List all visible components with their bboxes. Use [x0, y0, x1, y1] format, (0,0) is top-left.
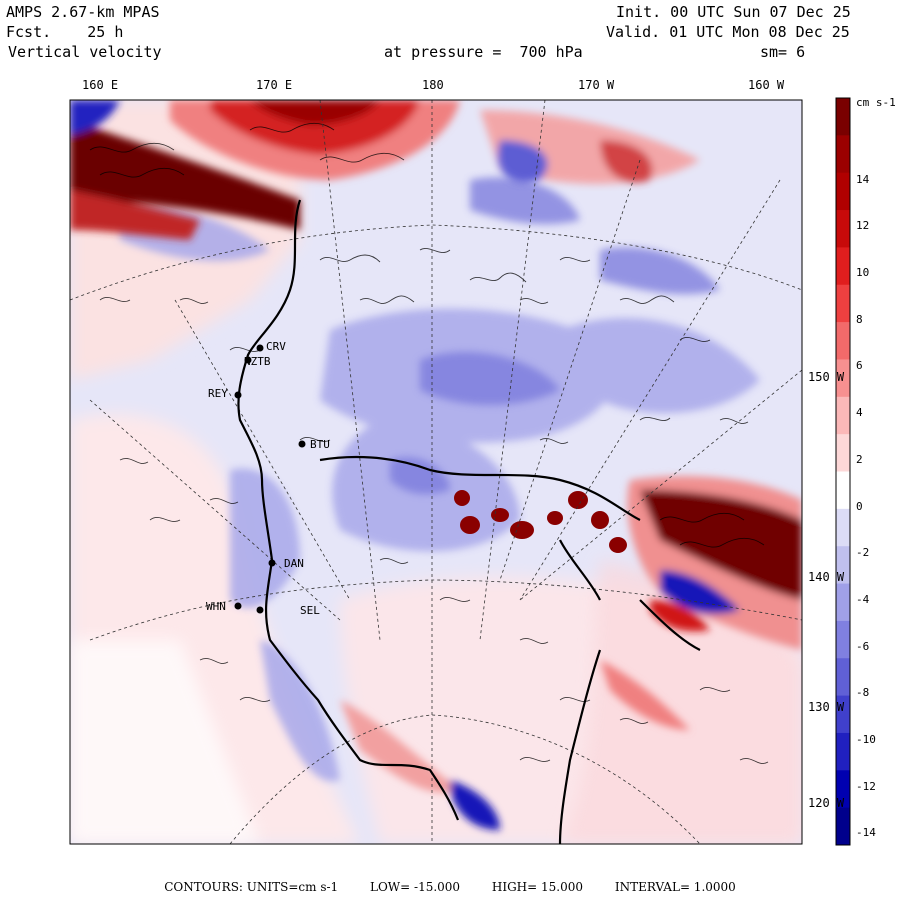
lon-label-170w: 170 W — [578, 78, 615, 92]
station-dan: DAN — [284, 557, 304, 570]
station-nztb: NZTB — [244, 355, 271, 368]
lon-label-160e: 160 E — [82, 78, 119, 92]
colorbar-swatch — [836, 732, 850, 771]
colorbar-tick-label: 12 — [856, 219, 870, 233]
station-whn: WHN — [206, 600, 226, 613]
colorbar-swatch — [836, 695, 850, 734]
lat-label-140w: 140 W — [808, 570, 845, 584]
colorbar-swatch — [836, 583, 850, 622]
colorbar-swatch — [836, 770, 850, 809]
contour-low: LOW= -15.000 — [370, 880, 461, 894]
colorbar-swatch — [836, 658, 850, 697]
lat-label-120w: 120 W — [808, 796, 845, 810]
valid-time: Valid. 01 UTC Mon 08 Dec 25 — [606, 23, 850, 41]
contour-units: CONTOURS: UNITS=cm s-1 — [164, 880, 339, 894]
colorbar-swatch — [836, 471, 850, 510]
station-btu: BTU — [310, 438, 330, 451]
colorbar-swatch — [836, 98, 850, 136]
colorbar-swatch — [836, 247, 850, 286]
init-time: Init. 00 UTC Sun 07 Dec 25 — [616, 3, 851, 21]
station-sel: SEL — [300, 604, 320, 617]
forecast-hour: Fcst. 25 h — [6, 23, 124, 41]
lon-label-180: 180 — [422, 78, 444, 92]
colorbar-swatch — [836, 210, 850, 248]
station-rey: REY — [208, 387, 228, 400]
field-layer — [70, 100, 802, 844]
colorbar-tick-label: -10 — [856, 732, 876, 746]
colorbar-tick-label: 8 — [856, 312, 863, 326]
contour-info: CONTOURS: UNITS=cm s-1 LOW= -15.000 HIGH… — [0, 880, 900, 894]
colorbar-swatch — [836, 396, 850, 435]
colorbar-swatch — [836, 546, 850, 585]
colorbar-tick-label: 6 — [856, 359, 863, 373]
colorbar-tick-label: -6 — [856, 639, 870, 653]
colorbar-tick-label: -4 — [856, 592, 870, 606]
pressure-level: at pressure = 700 hPa — [384, 43, 583, 61]
colorbar-tick-label: 0 — [856, 499, 863, 513]
colorbar-swatch — [836, 284, 850, 323]
field-name: Vertical velocity — [8, 43, 162, 61]
colorbar-swatch — [836, 807, 850, 846]
colorbar-swatch — [836, 359, 850, 398]
colorbar-frame — [835, 97, 851, 846]
lat-label-130w: 130 W — [808, 700, 845, 714]
lon-label-160w: 160 W — [748, 78, 785, 92]
colorbar-swatch — [836, 620, 850, 659]
lon-label-170e: 170 E — [256, 78, 293, 92]
colorbar-tick-label: 4 — [856, 406, 863, 420]
station-crv: CRV — [266, 340, 286, 353]
colorbar-tick-label: 2 — [856, 452, 863, 466]
lat-label-150w: 150 W — [808, 370, 845, 384]
colorbar-tick-label: -14 — [856, 826, 876, 840]
colorbar-swatch — [836, 508, 850, 547]
contour-interval: INTERVAL= 1.0000 — [614, 880, 736, 894]
colorbar-tick-label: -8 — [856, 686, 870, 700]
colorbar-tick-label: -2 — [856, 546, 870, 560]
colorbar-tick-label: 10 — [856, 266, 870, 280]
colorbar-tick-label: 14 — [856, 172, 870, 186]
colorbar — [835, 97, 851, 846]
colorbar-units: cm s-1 — [856, 96, 896, 109]
colorbar-swatch — [836, 434, 850, 472]
colorbar-swatch — [836, 135, 850, 174]
model-title: AMPS 2.67-km MPAS — [6, 3, 160, 21]
colorbar-swatch — [836, 322, 850, 360]
colorbar-tick-label: -12 — [856, 779, 876, 793]
contour-high: HIGH= 15.000 — [491, 880, 584, 894]
smoothing: sm= 6 — [760, 43, 806, 61]
colorbar-swatch — [836, 172, 850, 211]
